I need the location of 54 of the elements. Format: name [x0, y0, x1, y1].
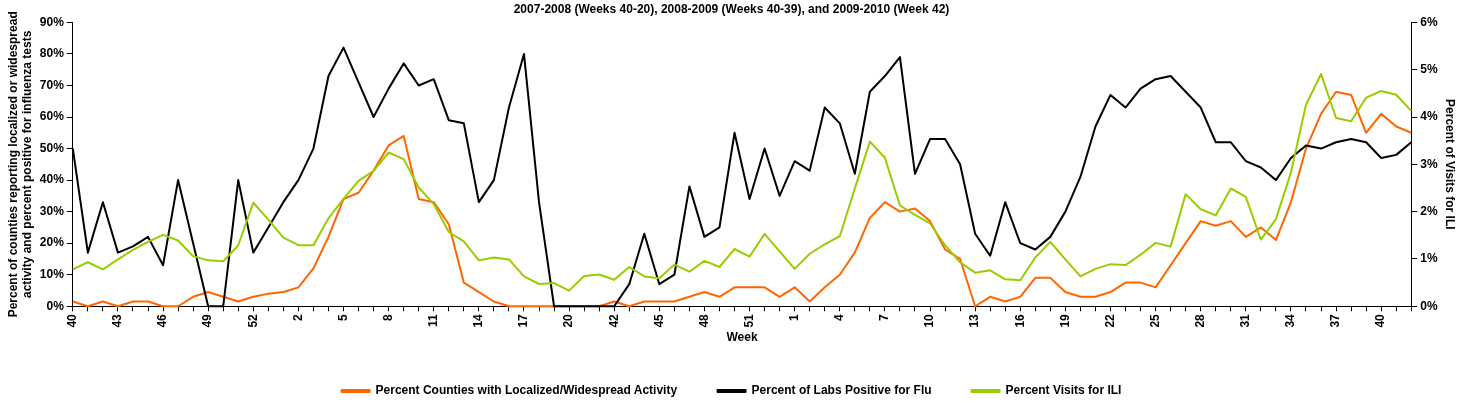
x-tick-label: 7 — [877, 313, 892, 321]
y-tick-label: 10% — [39, 267, 65, 282]
x-tick-label: 48 — [696, 313, 711, 328]
x-tick-label: 22 — [1102, 313, 1117, 328]
legend-label: Percent of Labs Positive for Flu — [751, 383, 932, 398]
y2-tick-label: 3% — [1420, 156, 1438, 171]
legend-label: Percent Counties with Localized/Widespread Activity — [375, 383, 678, 398]
chart-title: 2007-2008 (Weeks 40-20), 2008-2009 (Weeks 40-39), and 2009-2010 (Week 42) — [513, 1, 950, 16]
x-tick-label: 8 — [380, 313, 395, 321]
y-tick-label: 0% — [46, 298, 65, 313]
y-tick-label: 30% — [39, 203, 65, 218]
x-tick-label: 10 — [922, 313, 937, 328]
x-tick-label: 5 — [335, 313, 350, 321]
y-tick-label: 80% — [39, 46, 65, 61]
y-tick-label: 50% — [39, 140, 65, 155]
y-tick-label: 90% — [39, 14, 65, 29]
x-tick-label: 42 — [606, 313, 621, 328]
y-tick-label: 20% — [39, 235, 65, 250]
y-tick-label: 70% — [39, 77, 65, 92]
x-tick-label: 25 — [1147, 313, 1162, 328]
legend-label: Percent Visits for ILI — [1005, 383, 1122, 398]
y2-tick-label: 1% — [1420, 251, 1438, 266]
y-tick-label: 60% — [39, 109, 65, 124]
x-tick-label: 20 — [561, 313, 576, 328]
x-tick-label: 40 — [1373, 313, 1388, 328]
x-tick-label: 37 — [1328, 313, 1343, 328]
x-tick-label: 19 — [1057, 313, 1072, 328]
x-tick-label: 13 — [967, 313, 982, 328]
x-tick-label: 49 — [200, 313, 215, 328]
x-tick-label: 40 — [65, 313, 80, 328]
x-tick-label: 31 — [1238, 313, 1253, 328]
x-tick-label: 28 — [1193, 313, 1208, 328]
x-tick-label: 51 — [741, 313, 756, 328]
x-tick-label: 14 — [471, 313, 486, 328]
x-tick-label: 11 — [426, 313, 441, 327]
x-tick-label: 34 — [1283, 313, 1298, 328]
y2-tick-label: 4% — [1420, 109, 1438, 124]
x-tick-label: 43 — [110, 313, 125, 328]
y-tick-label: 40% — [39, 172, 65, 187]
x-tick-label: 1 — [786, 313, 801, 321]
y-axis-title: Percent of counties reporting localized or widespread activity and percent positive for influenza tests — [5, 11, 34, 318]
y2-tick-label: 5% — [1420, 62, 1438, 77]
y2-tick-label: 6% — [1420, 14, 1438, 29]
y2-tick-label: 2% — [1420, 203, 1438, 218]
x-tick-label: 2 — [290, 313, 305, 321]
y2-tick-label: 0% — [1420, 298, 1438, 313]
x-tick-label: 4 — [832, 313, 847, 321]
x-tick-label: 52 — [245, 313, 260, 328]
y2-axis-title: Percent of Visits for ILI — [1443, 99, 1458, 230]
x-tick-label: 45 — [651, 313, 666, 328]
x-tick-label: 16 — [1012, 313, 1027, 328]
x-tick-label: 46 — [155, 313, 170, 328]
x-tick-label: 17 — [516, 313, 531, 328]
x-axis-title: Week — [726, 330, 758, 345]
